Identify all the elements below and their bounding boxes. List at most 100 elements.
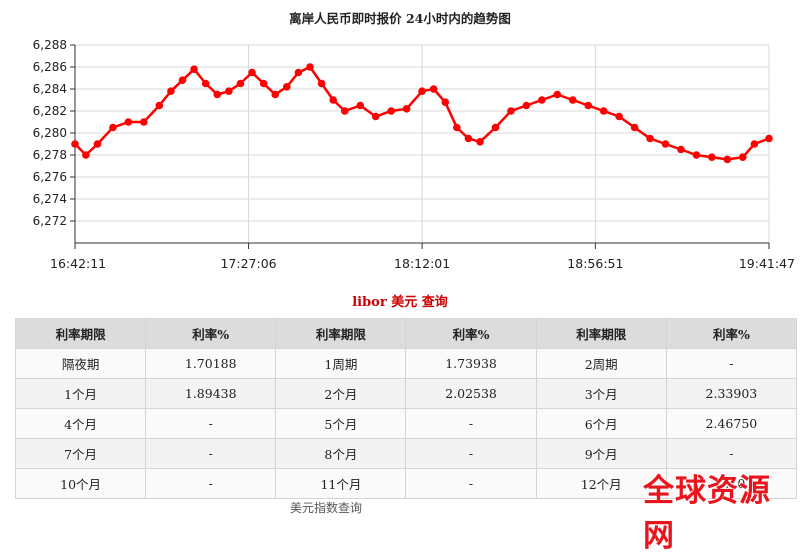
data-point [294,68,303,77]
data-point [124,118,133,126]
col-header: 利率期限 [535,318,667,349]
rate-cell: - [665,348,798,379]
term-cell: 5个月 [275,408,407,439]
data-point [155,101,164,110]
col-header: 利率% [665,318,798,349]
term-cell: 1周期 [275,348,407,379]
data-point [677,145,685,154]
data-point [750,140,759,148]
y-tick-label: 6,274 [33,192,67,206]
y-tick-label: 6,288 [33,38,67,52]
price-trend-chart: 6,288 6,286 6,284 6,282 6,280 6,278 6,276 6,274… [33,38,795,271]
x-tick-label: 18:56:51 [567,256,623,271]
data-point [522,101,531,110]
data-point [646,134,654,143]
data-point [738,153,747,161]
term-cell: 2个月 [275,378,407,409]
data-point [723,155,732,164]
data-point [453,123,461,132]
data-point [109,123,117,132]
data-point [538,96,546,104]
data-point [765,134,773,143]
data-point [429,85,438,93]
rate-cell: - [145,438,277,469]
y-tick-label: 6,284 [33,82,67,96]
y-tick-label: 6,286 [33,60,67,74]
data-point [402,105,411,113]
data-point [225,87,233,95]
term-cell: 2周期 [535,348,667,379]
rate-cell: - [405,468,537,499]
term-cell: 隔夜期 [14,348,147,379]
y-tick-label: 6,280 [33,126,67,140]
term-cell: 10个月 [14,468,147,499]
term-cell: 11个月 [275,468,407,499]
data-point [71,140,79,148]
rate-cell: 2.33903 [665,378,798,409]
rate-cell: - [405,438,537,469]
data-point [190,65,198,73]
rate-cell: 2.02538 [405,378,537,409]
table-row: 10个月 -11个月 -12个月 2.70 [14,468,798,499]
x-tick-label: 19:41:47 [739,256,795,271]
data-point [248,68,256,77]
data-point [464,134,473,143]
data-point [387,107,395,115]
data-point [708,153,716,161]
chart-title: 离岸人民币即时报价 24小时内的趋势图 [289,11,511,26]
data-point [507,107,515,115]
data-point [661,140,670,148]
data-point [201,79,210,88]
term-cell: 9个月 [535,438,667,469]
data-point [329,96,337,104]
libor-rate-table: 利率期限 利率% 利率期限 利率% 利率期限 利率% 隔夜期 1.70188 1周期… [14,318,798,499]
data-point [441,98,450,106]
watermark-logo: 全球资源网 [643,473,771,554]
y-tick-label: 6,276 [33,170,67,184]
term-cell: 3个月 [535,378,667,409]
footer-text: 美元指数查询 [290,501,363,515]
term-cell: 8个月 [275,438,407,469]
data-point [82,151,90,159]
col-header: 利率% [145,318,277,349]
table-row: 隔夜期 1.70188 1周期 1.73938 2周期 - [14,348,798,379]
term-cell: 1个月 [14,378,147,409]
data-point [93,140,102,148]
series-line [74,65,770,161]
rate-cell: 1.70188 [145,348,277,379]
data-point [317,79,326,88]
data-point [418,87,426,95]
data-point [167,87,175,95]
data-point [584,101,593,110]
data-point [178,76,187,84]
data-point [271,90,280,99]
y-tick-label: 6,282 [33,104,67,118]
data-point [615,112,623,121]
data-point [692,151,701,159]
data-point [140,118,148,126]
rate-cell: - [665,438,798,469]
data-point [356,101,365,110]
rate-cell: 1.89438 [145,378,277,409]
col-header: 利率% [405,318,537,349]
data-point [476,138,484,146]
rate-cell: 1.73938 [405,348,537,379]
table-row: 1个月 1.89438 2个月 2.02538 3个月 2.33903 [14,378,798,409]
term-cell: 7个月 [14,438,147,469]
x-tick-label: 18:12:01 [394,256,450,271]
x-tick-label: 17:27:06 [220,256,276,271]
rate-cell: - [405,408,537,439]
data-point [599,107,608,115]
table-header-row: 利率期限 利率% 利率期限 利率% 利率期限 利率% [14,318,798,349]
libor-title: libor 美元 查询 [352,295,448,310]
data-point [306,63,314,71]
data-point [553,90,562,99]
data-point [259,79,268,88]
data-point [630,123,639,132]
y-tick-label: 6,278 [33,148,67,162]
rate-cell: 2.70 [665,468,798,499]
x-tick-label: 16:42:11 [50,256,106,271]
col-header: 利率期限 [275,318,407,349]
data-point [491,123,500,132]
data-point [568,96,577,104]
